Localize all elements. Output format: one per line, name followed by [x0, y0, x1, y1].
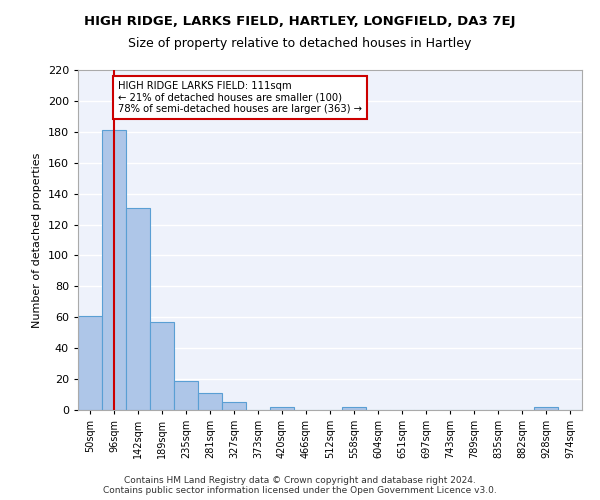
Bar: [270, 407, 294, 410]
Bar: [150, 322, 174, 410]
Text: HIGH RIDGE, LARKS FIELD, HARTLEY, LONGFIELD, DA3 7EJ: HIGH RIDGE, LARKS FIELD, HARTLEY, LONGFI…: [84, 15, 516, 28]
Text: Size of property relative to detached houses in Hartley: Size of property relative to detached ho…: [128, 38, 472, 51]
Bar: [342, 407, 366, 410]
Text: Contains HM Land Registry data © Crown copyright and database right 2024.
Contai: Contains HM Land Registry data © Crown c…: [103, 476, 497, 495]
Bar: [126, 208, 150, 410]
Bar: [198, 393, 222, 410]
Y-axis label: Number of detached properties: Number of detached properties: [32, 152, 42, 328]
Text: HIGH RIDGE LARKS FIELD: 111sqm
← 21% of detached houses are smaller (100)
78% of: HIGH RIDGE LARKS FIELD: 111sqm ← 21% of …: [118, 81, 362, 114]
Bar: [222, 402, 246, 410]
Bar: [174, 380, 198, 410]
Bar: [78, 316, 102, 410]
Bar: [534, 407, 558, 410]
Bar: [102, 130, 126, 410]
